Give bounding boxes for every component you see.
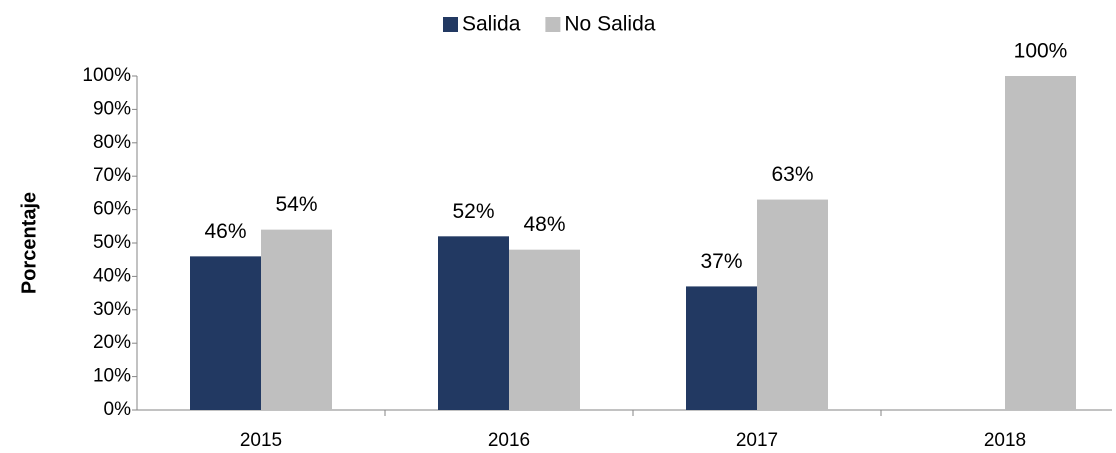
value-label: 46% bbox=[204, 220, 246, 243]
bar bbox=[757, 199, 828, 410]
y-tick-label: 30% bbox=[93, 299, 131, 320]
x-tick-label: 2016 bbox=[488, 430, 530, 451]
value-label: 54% bbox=[275, 193, 317, 216]
y-tick-label: 60% bbox=[93, 199, 131, 220]
legend-swatch bbox=[443, 17, 458, 32]
value-label: 37% bbox=[700, 250, 742, 273]
y-tick-label: 50% bbox=[93, 232, 131, 253]
y-tick-label: 20% bbox=[93, 332, 131, 353]
x-tick-label: 2017 bbox=[736, 430, 778, 451]
y-tick-label: 70% bbox=[93, 165, 131, 186]
x-tick-label: 2015 bbox=[240, 430, 282, 451]
value-label: 52% bbox=[452, 200, 494, 223]
legend-label: No Salida bbox=[564, 13, 655, 36]
y-tick-label: 90% bbox=[93, 98, 131, 119]
bar bbox=[438, 236, 509, 410]
y-tick-label: 0% bbox=[104, 399, 132, 420]
bar bbox=[261, 229, 332, 410]
y-axis-title: Porcentaje bbox=[18, 192, 40, 294]
y-tick-label: 10% bbox=[93, 366, 131, 387]
bar bbox=[686, 286, 757, 410]
legend-swatch bbox=[545, 17, 561, 32]
value-label: 48% bbox=[523, 213, 565, 236]
y-tick-label: 100% bbox=[82, 65, 131, 86]
y-tick-label: 40% bbox=[93, 265, 131, 286]
value-label: 63% bbox=[771, 163, 813, 186]
x-tick-label: 2018 bbox=[984, 430, 1026, 451]
bar bbox=[509, 249, 580, 410]
bar bbox=[1005, 76, 1076, 410]
value-label: 100% bbox=[1014, 40, 1068, 63]
legend-label: Salida bbox=[462, 13, 521, 36]
y-tick-label: 80% bbox=[93, 132, 131, 153]
bar bbox=[190, 256, 261, 410]
